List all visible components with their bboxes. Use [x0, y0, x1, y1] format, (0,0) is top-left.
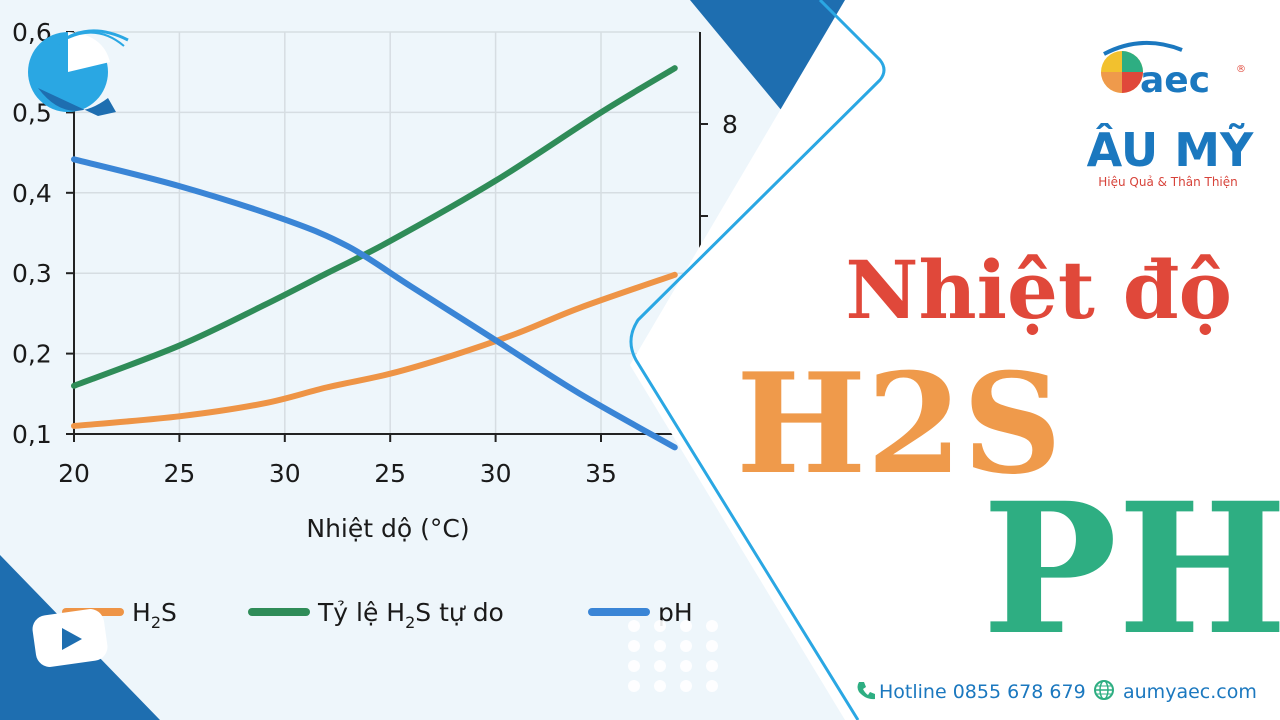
- x-tick-label: 30: [269, 459, 301, 488]
- x-tick-label: 20: [58, 459, 90, 488]
- y-right-tick-label: 8: [722, 110, 738, 139]
- series-line-1: [71, 65, 678, 389]
- dot: [680, 660, 692, 672]
- x-axis-label: Nhiệt dộ (°C): [306, 514, 469, 543]
- dot: [706, 640, 718, 652]
- headline-ph: PH: [982, 464, 1280, 675]
- chart-series: [71, 65, 678, 451]
- brand-logo-text: aec: [1140, 60, 1210, 101]
- y-axis-left-ticks: 0,60,50,40,30,20,1: [12, 18, 74, 449]
- brand-name: ÂU MỸ: [1087, 123, 1254, 177]
- dot: [706, 660, 718, 672]
- headline-temperature: Nhiệt độ: [845, 243, 1232, 337]
- dot: [654, 620, 666, 632]
- play-button[interactable]: [31, 607, 110, 669]
- y-tick-label: 0,1: [12, 420, 52, 449]
- diagonal-accent-line: [629, 0, 886, 720]
- dot: [628, 620, 640, 632]
- y-tick-label: 0,3: [12, 259, 52, 288]
- phone-icon: [857, 682, 875, 700]
- right-white-panel: [630, 0, 1280, 720]
- x-axis-ticks: 20 25 30 25 30 35: [58, 434, 617, 488]
- dot: [680, 640, 692, 652]
- series-line-0: [71, 271, 678, 429]
- dot: [654, 660, 666, 672]
- registered-mark: ®: [1236, 64, 1246, 75]
- dot: [654, 640, 666, 652]
- dot: [706, 680, 718, 692]
- dot: [628, 640, 640, 652]
- contact-row: Hotline 0855 678 679 aumyaec.com: [857, 680, 1257, 703]
- x-tick-label: 25: [163, 459, 195, 488]
- series-line-2: [71, 156, 678, 451]
- globe-icon: [1094, 680, 1114, 700]
- headline-h2s: H2S: [736, 342, 1062, 505]
- dot: [628, 680, 640, 692]
- website-text[interactable]: aumyaec.com: [1123, 681, 1257, 703]
- hotline-text: Hotline 0855 678 679: [879, 681, 1086, 703]
- x-tick-label: 25: [374, 459, 406, 488]
- legend-label: Tỷ lệ H2S tự do: [317, 598, 504, 632]
- decorative-dots: [628, 620, 718, 692]
- x-tick-label: 35: [585, 459, 617, 488]
- y-tick-label: 0,4: [12, 179, 52, 208]
- y-tick-label: 0,2: [12, 340, 52, 369]
- dot: [628, 660, 640, 672]
- dot: [706, 620, 718, 632]
- dot: [680, 620, 692, 632]
- brand-logo: aec ® ÂU MỸ Hiệu Quả & Thân Thiện: [1087, 40, 1254, 189]
- brand-tagline: Hiệu Quả & Thân Thiện: [1098, 175, 1238, 189]
- shrimp-logo-icon: [28, 29, 129, 116]
- dot: [680, 680, 692, 692]
- play-icon: [62, 628, 82, 650]
- brand-logo-icon: [1101, 40, 1183, 93]
- x-tick-label: 30: [480, 459, 512, 488]
- dot: [654, 680, 666, 692]
- website-link[interactable]: aumyaec.com: [1123, 681, 1257, 703]
